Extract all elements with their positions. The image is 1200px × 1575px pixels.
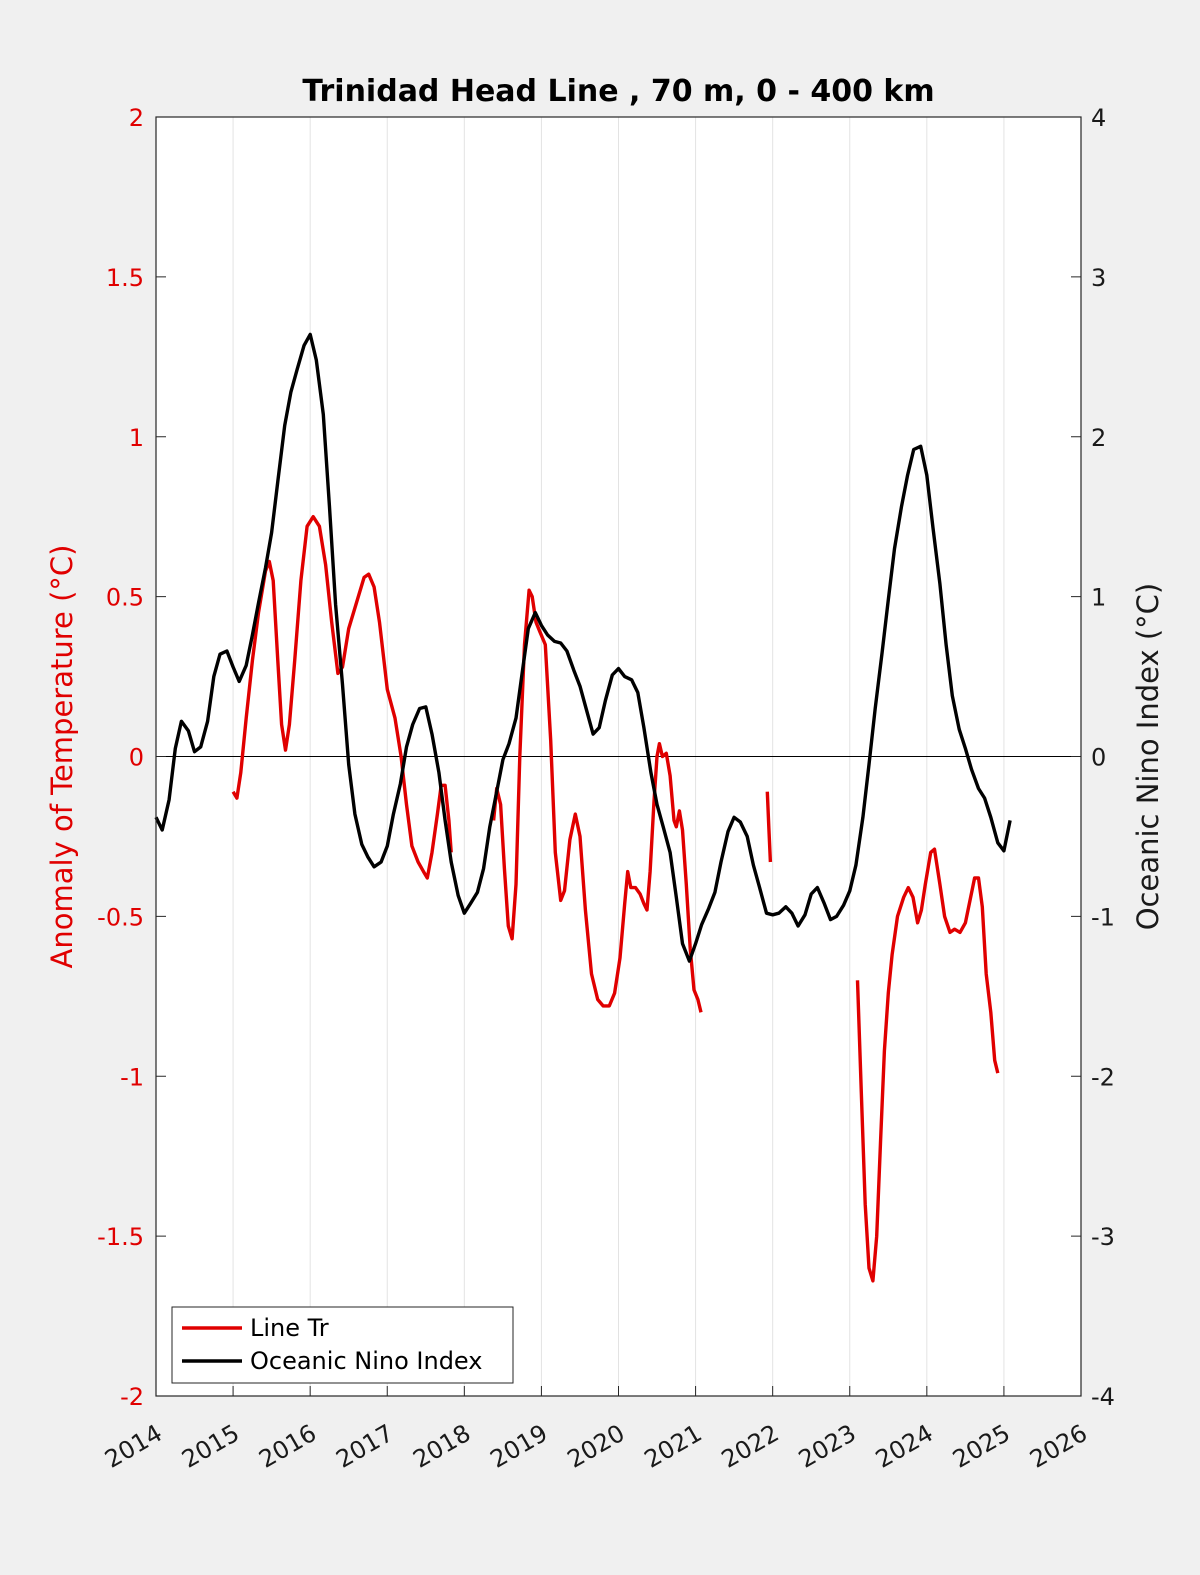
legend-label-line-tr: Line Tr	[250, 1314, 329, 1342]
y-left-tick-label: 1.5	[106, 264, 144, 292]
x-tick-label-2024: 2024	[871, 1419, 938, 1474]
y-right-tick-label: 2	[1091, 424, 1106, 452]
x-tick-label-2022: 2022	[717, 1419, 784, 1474]
y-right-tick-label: -4	[1091, 1383, 1115, 1411]
legend-box	[171, 1306, 514, 1384]
y-left-tick-label: 0	[129, 744, 144, 772]
x-tick-label-2025: 2025	[948, 1419, 1015, 1474]
y-right-tick-label: -1	[1091, 903, 1115, 931]
x-tick-label-2017: 2017	[331, 1419, 398, 1474]
y-left-tick-label: 0.5	[106, 584, 144, 612]
x-tick-label-2026: 2026	[1025, 1419, 1092, 1474]
legend-label-oni: Oceanic Nino Index	[250, 1347, 482, 1375]
y-right-tick-label: -3	[1091, 1223, 1115, 1251]
legend: Line Tr Oceanic Nino Index	[171, 1306, 514, 1384]
series-segment	[491, 588, 703, 1013]
y-axis-right-label: Oceanic Nino Index (°C)	[1131, 583, 1165, 931]
y-right-tick-label: 4	[1091, 104, 1106, 132]
y-left-tick-label: 2	[129, 104, 144, 132]
series-layer	[154, 332, 1012, 1283]
y-right-tick-label: 3	[1091, 264, 1106, 292]
x-tick-label-2020: 2020	[563, 1419, 630, 1474]
y-left-tick-label: -1.5	[97, 1223, 144, 1251]
series-segment	[855, 847, 1000, 1283]
y-left-tick-label: 1	[129, 424, 144, 452]
x-tick-label-2018: 2018	[408, 1419, 475, 1474]
series-segment	[154, 332, 1012, 963]
x-tick-label-2019: 2019	[486, 1419, 553, 1474]
y-right-tick-label: 1	[1091, 584, 1106, 612]
y-left-tick-label: -2	[120, 1383, 144, 1411]
x-tick-label-2016: 2016	[254, 1419, 321, 1474]
x-tick-label-2021: 2021	[640, 1419, 707, 1474]
y-right-tick-label: -2	[1091, 1063, 1115, 1091]
x-tick-label-2015: 2015	[177, 1419, 244, 1474]
y-left-tick-label: -1	[120, 1063, 144, 1091]
series-oni	[154, 332, 1012, 963]
x-tick-label-2023: 2023	[794, 1419, 861, 1474]
series-segment	[765, 791, 773, 863]
y-axis-left-label: Anomaly of Temperature (°C)	[45, 545, 79, 969]
chart-title: Trinidad Head Line , 70 m, 0 - 400 km	[302, 74, 934, 109]
x-tick-label-2014: 2014	[100, 1419, 167, 1474]
y-left-tick-label: -0.5	[97, 903, 144, 931]
y-right-tick-label: 0	[1091, 744, 1106, 772]
